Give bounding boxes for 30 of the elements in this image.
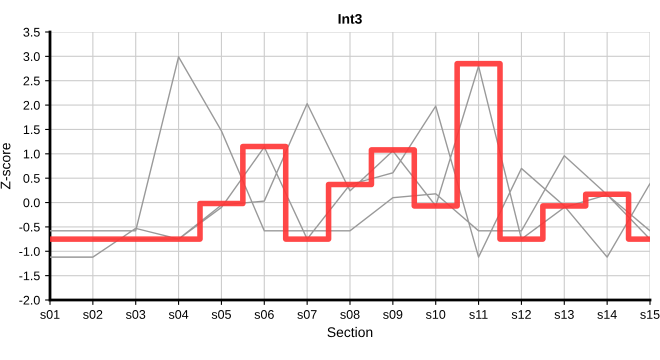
x-tick-label: s14 xyxy=(597,310,617,319)
y-tick-label: -1.5 xyxy=(19,272,40,280)
x-tick-label: s05 xyxy=(212,310,231,319)
x-axis-title: Section xyxy=(327,326,372,338)
x-tick-label: s09 xyxy=(383,310,402,319)
x-tick-label: s10 xyxy=(426,310,446,319)
y-tick-label: -0.5 xyxy=(19,222,40,232)
y-tick-label: 3.0 xyxy=(23,52,40,62)
x-tick-label: s03 xyxy=(126,310,146,319)
y-tick-label: 1.0 xyxy=(24,150,40,158)
x-tick-label: s02 xyxy=(83,310,102,319)
x-tick-label: s07 xyxy=(297,310,317,319)
x-tick-label: s08 xyxy=(340,310,360,319)
y-tick-label: 1.5 xyxy=(24,125,40,134)
y-axis-title: Z-score xyxy=(0,143,10,190)
y-tick-label: 0.0 xyxy=(23,198,40,208)
y-tick-label: -1.0 xyxy=(19,247,40,256)
x-tick-label: s12 xyxy=(512,310,531,319)
x-tick-label: s04 xyxy=(168,310,188,319)
y-tick-label: 2.0 xyxy=(24,100,40,110)
y-tick-label: 3.5 xyxy=(23,28,40,37)
x-tick-label: s11 xyxy=(469,310,488,319)
y-tick-label: -2.0 xyxy=(19,296,40,305)
x-tick-label: s15 xyxy=(640,310,660,319)
y-tick-label: 0.5 xyxy=(23,174,40,183)
x-tick-label: s06 xyxy=(254,310,274,319)
y-tick-label: 2.5 xyxy=(24,76,40,86)
chart-title: Int3 xyxy=(338,14,362,24)
x-tick-label: s01 xyxy=(40,310,60,319)
x-tick-label: s13 xyxy=(554,310,574,319)
